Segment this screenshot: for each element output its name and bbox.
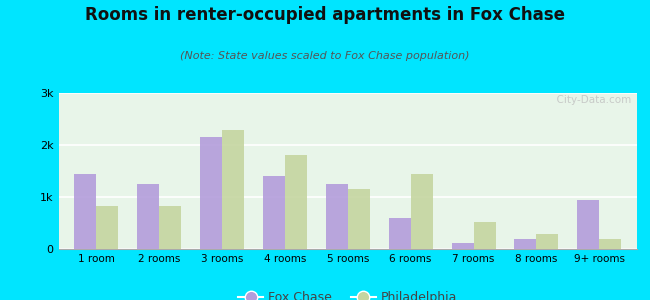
Bar: [411, 174, 433, 249]
Bar: [452, 243, 473, 249]
Bar: [74, 174, 96, 249]
Text: (Note: State values scaled to Fox Chase population): (Note: State values scaled to Fox Chase …: [180, 51, 470, 61]
Bar: [263, 176, 285, 249]
Bar: [389, 218, 411, 249]
Text: Rooms in renter-occupied apartments in Fox Chase: Rooms in renter-occupied apartments in F…: [85, 6, 565, 24]
Bar: [285, 155, 307, 249]
Bar: [159, 206, 181, 249]
Legend: Fox Chase, Philadelphia: Fox Chase, Philadelphia: [233, 286, 462, 300]
Text: City-Data.com: City-Data.com: [550, 94, 631, 105]
Bar: [222, 130, 244, 249]
Bar: [473, 222, 495, 249]
Bar: [200, 137, 222, 249]
Bar: [137, 184, 159, 249]
Bar: [96, 206, 118, 249]
Bar: [536, 234, 558, 249]
Bar: [599, 238, 621, 249]
Bar: [348, 189, 370, 249]
Bar: [326, 184, 348, 249]
Bar: [514, 238, 536, 249]
Bar: [577, 200, 599, 249]
